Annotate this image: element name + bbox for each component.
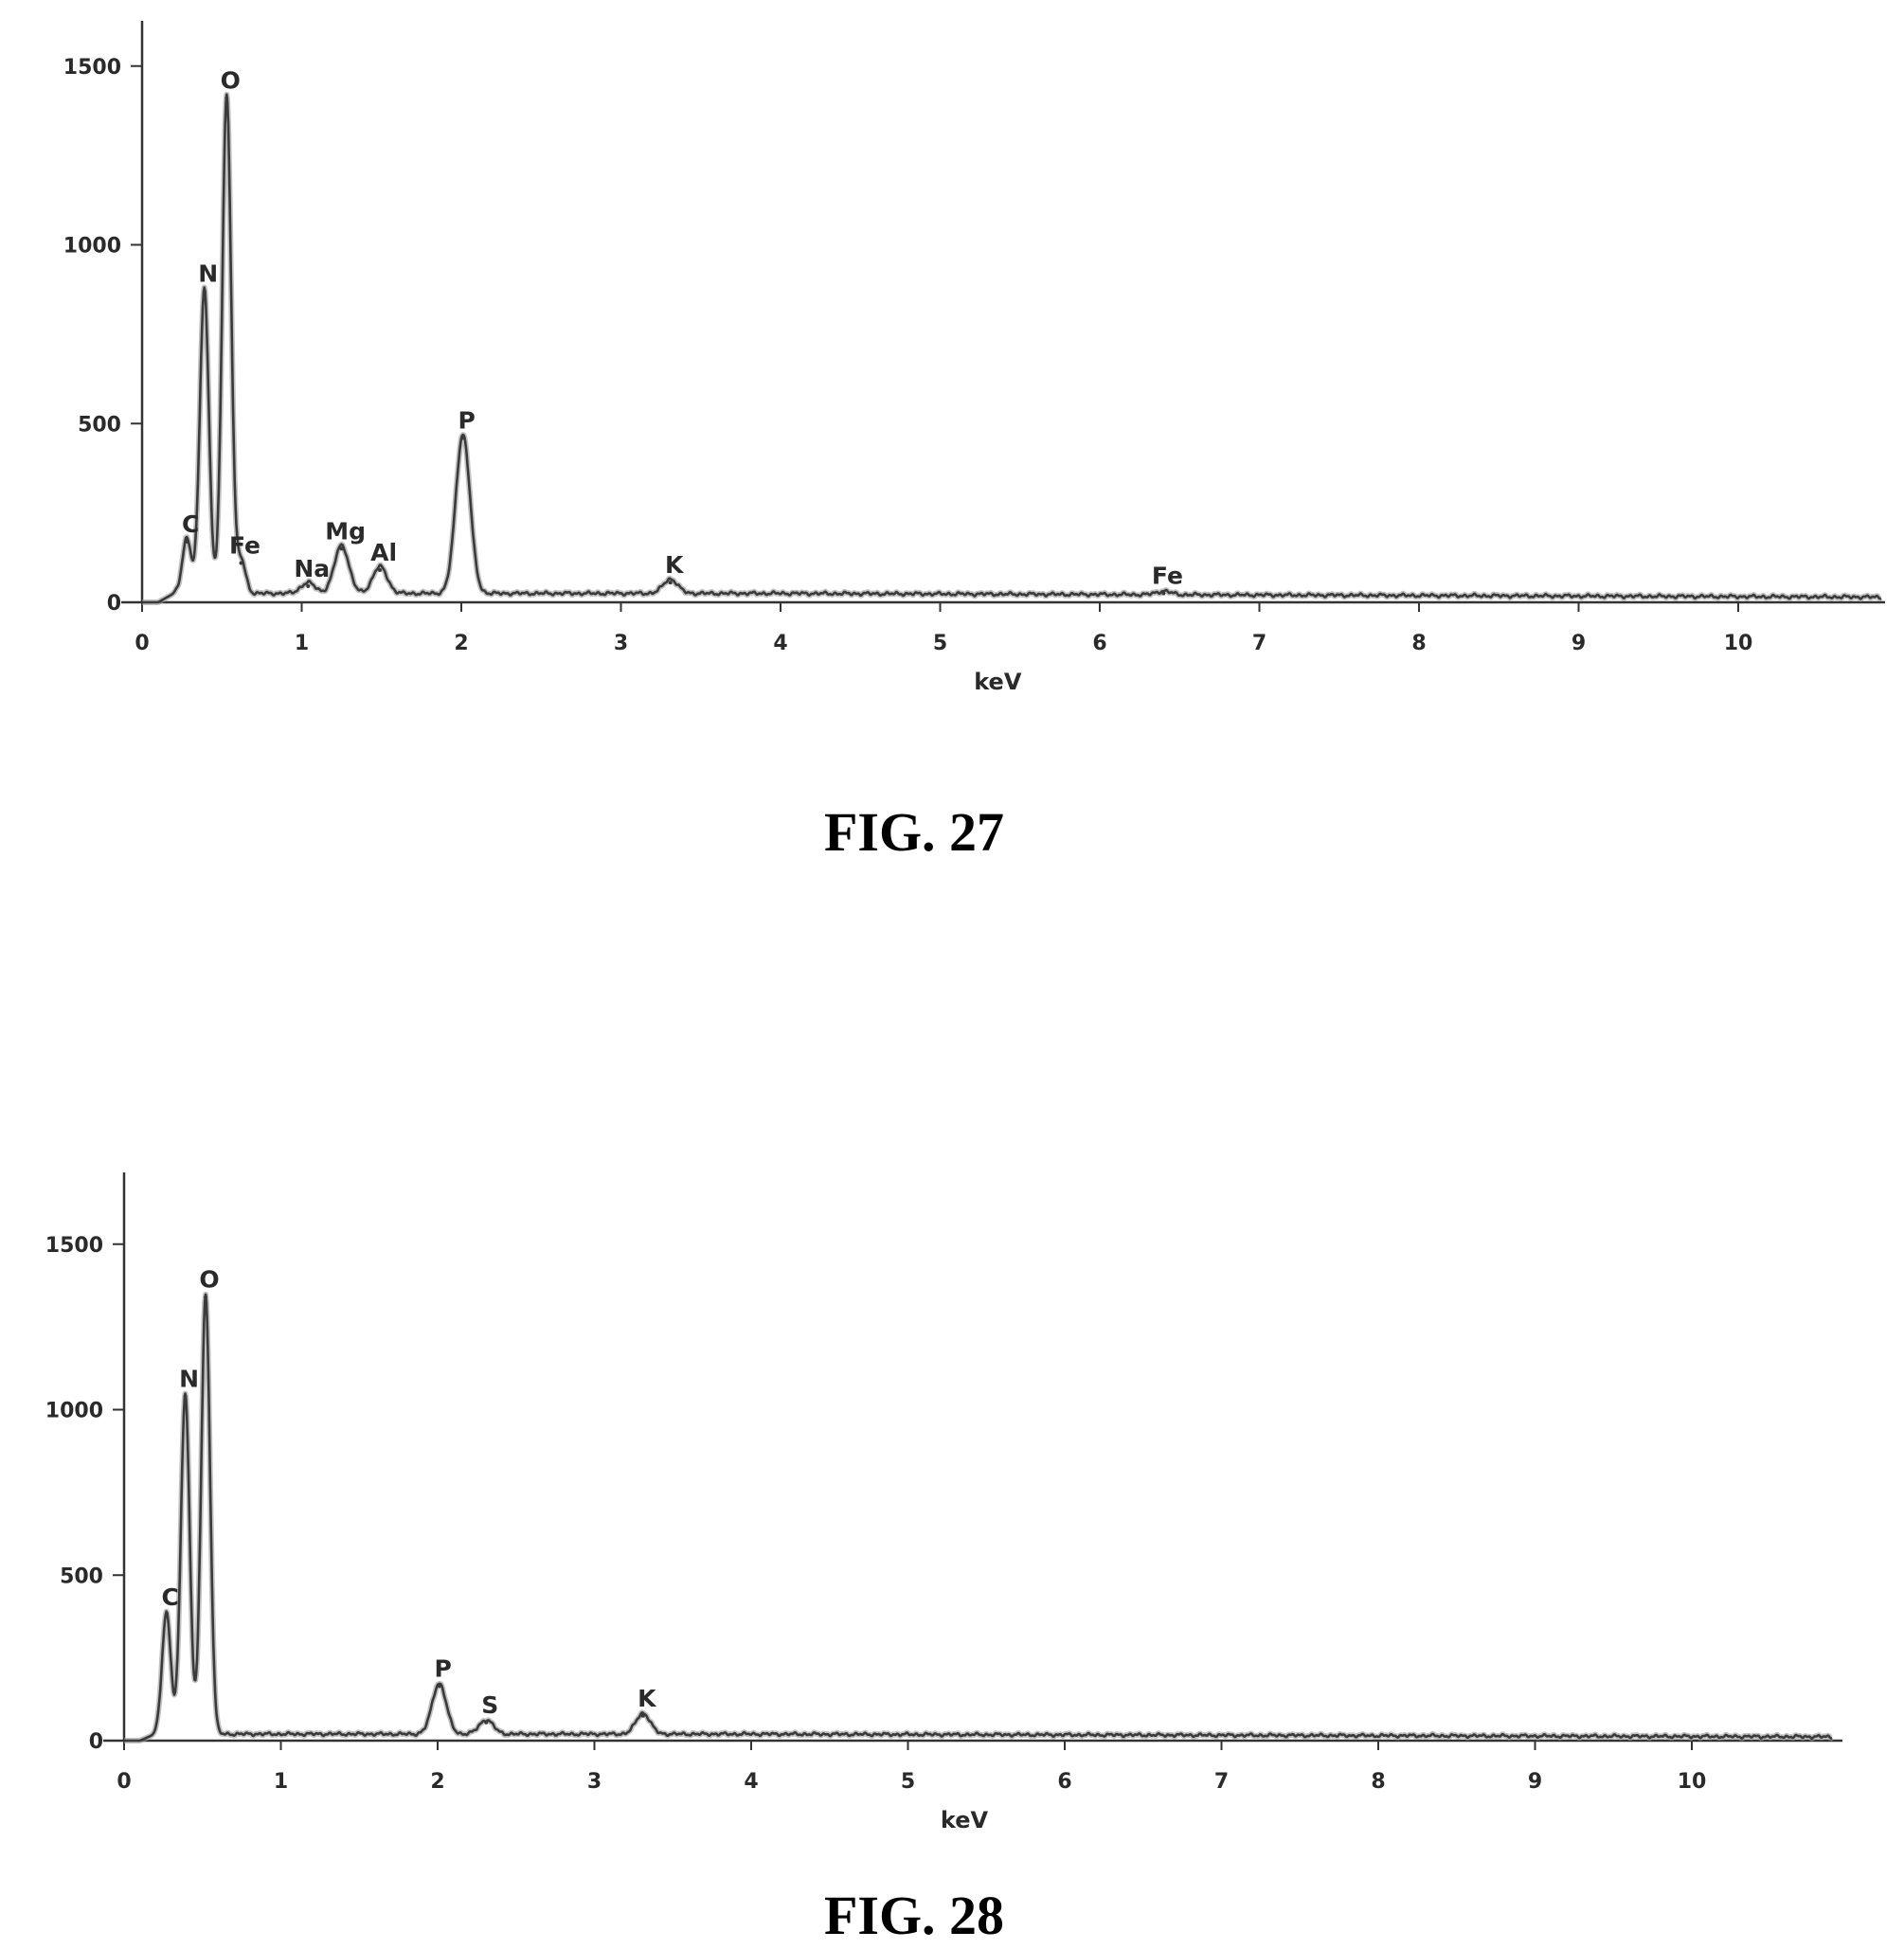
peak-label: C xyxy=(162,1583,179,1611)
peak-marker xyxy=(640,1713,645,1718)
peak-marker xyxy=(339,546,344,551)
y-tick-label: 0 xyxy=(107,592,121,616)
x-tick-label: 2 xyxy=(430,1770,444,1794)
peak-marker xyxy=(202,289,207,294)
x-tick-label: 1 xyxy=(274,1770,288,1794)
peak-marker xyxy=(1161,591,1166,596)
peak-label: O xyxy=(199,1266,219,1294)
y-tick-label: 1500 xyxy=(45,1234,103,1258)
x-axis-title: keV xyxy=(941,1807,989,1833)
x-tick-label: 9 xyxy=(1572,632,1586,655)
x-tick-label: 7 xyxy=(1214,1770,1229,1794)
spectrum-shadow xyxy=(139,91,1883,605)
y-tick-label: 500 xyxy=(60,1565,103,1588)
x-tick-label: 7 xyxy=(1252,632,1266,655)
peak-marker xyxy=(378,568,383,573)
y-tick-label: 1000 xyxy=(63,235,121,259)
peak-label: S xyxy=(481,1691,498,1719)
x-axis-title: keV xyxy=(974,669,1022,695)
x-tick-label: 10 xyxy=(1678,1770,1707,1794)
peak-label: Na xyxy=(294,555,330,582)
peak-label: C xyxy=(182,510,199,538)
x-tick-label: 3 xyxy=(614,632,628,655)
x-tick-label: 0 xyxy=(135,632,149,655)
figure-caption: FIG. 28 xyxy=(824,1885,1004,1946)
chart-fig-28: 0 1 2 3 4 5 6 7 8 9 10 0 500 1000 1500 keV C N O P S K FIG. 28 xyxy=(45,1172,1842,1946)
x-tick-label: 2 xyxy=(454,632,468,655)
x-tick-label: 6 xyxy=(1092,632,1106,655)
spectrum-series xyxy=(141,93,1882,604)
x-tick-label: 8 xyxy=(1411,632,1426,655)
peak-marker xyxy=(225,96,229,100)
peak-marker xyxy=(183,1394,188,1399)
x-tick-label: 1 xyxy=(295,632,309,655)
peak-label: K xyxy=(638,1685,657,1712)
peak-marker xyxy=(204,1295,208,1299)
peak-label: Fe xyxy=(229,531,260,559)
x-tick-label: 9 xyxy=(1528,1770,1542,1794)
x-tick-label: 6 xyxy=(1057,1770,1071,1794)
spectrum-shadow xyxy=(121,1291,1835,1743)
peak-marker xyxy=(185,539,189,544)
peak-label: Mg xyxy=(325,517,366,545)
x-tick-label: 10 xyxy=(1724,632,1753,655)
x-tick-label: 8 xyxy=(1371,1770,1385,1794)
peak-label: Al xyxy=(370,539,397,566)
peak-marker xyxy=(668,581,673,585)
peak-marker xyxy=(306,584,311,589)
figure-caption: FIG. 27 xyxy=(824,801,1004,863)
x-tick-label: 4 xyxy=(744,1770,758,1794)
x-tick-label: 3 xyxy=(587,1770,602,1794)
x-tick-label: 0 xyxy=(117,1770,131,1794)
peak-marker xyxy=(164,1613,169,1618)
y-tick-label: 0 xyxy=(89,1730,103,1754)
peak-label: P xyxy=(434,1654,451,1682)
peak-label: N xyxy=(179,1366,199,1393)
peak-marker xyxy=(460,436,465,440)
y-tick-label: 1000 xyxy=(45,1400,103,1423)
peak-marker xyxy=(239,561,243,565)
x-tick-label: 4 xyxy=(773,632,787,655)
x-tick-label: 5 xyxy=(933,632,947,655)
x-tick-label: 5 xyxy=(901,1770,915,1794)
peak-label: P xyxy=(458,406,476,434)
peak-label: O xyxy=(221,67,241,95)
peak-label: N xyxy=(198,260,218,288)
spectrum-series xyxy=(123,1293,1833,1743)
y-tick-label: 1500 xyxy=(63,56,121,80)
peak-label: Fe xyxy=(1152,563,1183,590)
y-tick-label: 500 xyxy=(78,413,121,437)
peak-marker xyxy=(484,1720,489,1725)
peak-label: K xyxy=(665,551,685,579)
peak-marker xyxy=(437,1684,441,1689)
